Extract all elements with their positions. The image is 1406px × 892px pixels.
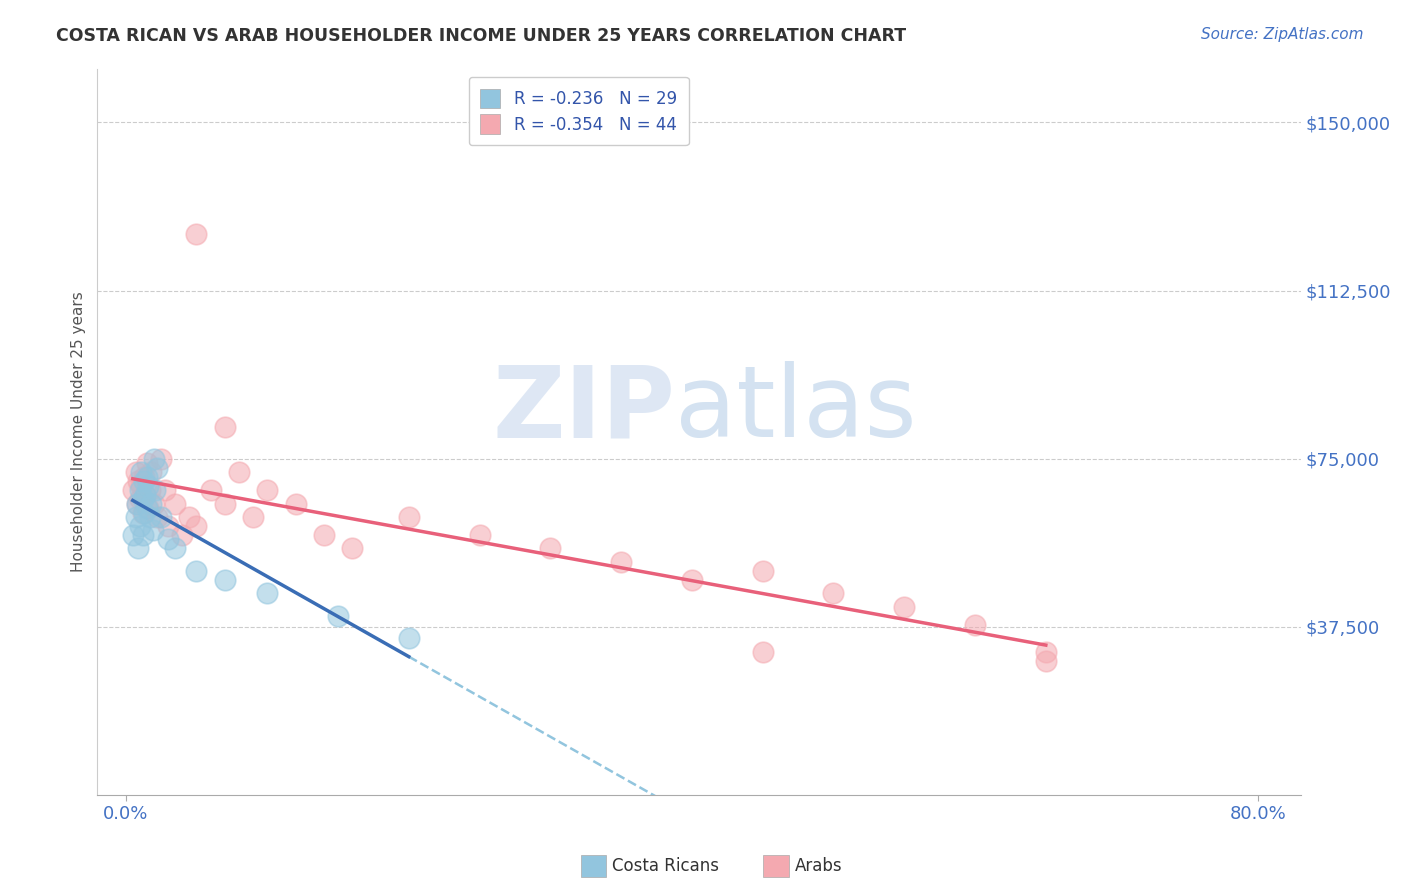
Point — [128, 483, 150, 497]
Point — [135, 456, 157, 470]
Point — [214, 497, 236, 511]
Point — [312, 528, 335, 542]
Point — [143, 497, 166, 511]
Point — [155, 483, 177, 497]
Point — [127, 474, 149, 488]
Point — [135, 469, 157, 483]
Point — [150, 451, 173, 466]
Point — [138, 510, 160, 524]
Point — [398, 631, 420, 645]
Point — [284, 497, 307, 511]
Point — [141, 465, 163, 479]
Point — [165, 541, 187, 556]
Point — [132, 506, 155, 520]
Point — [214, 420, 236, 434]
Point — [135, 501, 157, 516]
Point — [124, 465, 146, 479]
Text: Source: ZipAtlas.com: Source: ZipAtlas.com — [1201, 27, 1364, 42]
Point — [186, 564, 208, 578]
Point — [129, 478, 152, 492]
Point — [125, 497, 148, 511]
Point — [256, 586, 278, 600]
Point — [128, 519, 150, 533]
Point — [132, 469, 155, 483]
Text: Costa Ricans: Costa Ricans — [612, 857, 718, 875]
Point — [134, 487, 156, 501]
Point — [131, 491, 153, 506]
Point — [610, 555, 633, 569]
Point — [150, 510, 173, 524]
Point — [129, 465, 152, 479]
Point — [893, 599, 915, 614]
Y-axis label: Householder Income Under 25 years: Householder Income Under 25 years — [72, 292, 86, 572]
Point — [172, 528, 194, 542]
Point — [751, 644, 773, 658]
Point — [136, 501, 159, 516]
Point — [963, 617, 986, 632]
Point — [256, 483, 278, 497]
Point — [127, 541, 149, 556]
Point — [121, 528, 143, 542]
Point — [131, 528, 153, 542]
Point — [134, 487, 156, 501]
Point — [242, 510, 264, 524]
Point — [146, 460, 169, 475]
Text: atlas: atlas — [675, 361, 917, 458]
Text: COSTA RICAN VS ARAB HOUSEHOLDER INCOME UNDER 25 YEARS CORRELATION CHART: COSTA RICAN VS ARAB HOUSEHOLDER INCOME U… — [56, 27, 907, 45]
Point — [468, 528, 491, 542]
Point — [132, 474, 155, 488]
Point — [186, 519, 208, 533]
Point — [823, 586, 845, 600]
Point — [157, 519, 180, 533]
Point — [165, 497, 187, 511]
Text: Arabs: Arabs — [794, 857, 842, 875]
Point — [141, 497, 163, 511]
Point — [128, 491, 150, 506]
Point — [340, 541, 363, 556]
Point — [1035, 644, 1057, 658]
Point — [1035, 653, 1057, 667]
Point — [179, 510, 201, 524]
Point — [538, 541, 561, 556]
Point — [146, 510, 169, 524]
Point — [131, 506, 153, 520]
Point — [157, 533, 180, 547]
Point — [186, 227, 208, 242]
Legend: R = -0.236   N = 29, R = -0.354   N = 44: R = -0.236 N = 29, R = -0.354 N = 44 — [468, 77, 689, 145]
Point — [326, 608, 349, 623]
Point — [214, 573, 236, 587]
Point — [681, 573, 703, 587]
Point — [136, 478, 159, 492]
Point — [121, 483, 143, 497]
Point — [142, 524, 165, 538]
Point — [145, 483, 167, 497]
Point — [398, 510, 420, 524]
Point — [200, 483, 222, 497]
Point — [228, 465, 250, 479]
Point — [751, 564, 773, 578]
Point — [125, 497, 148, 511]
Point — [143, 451, 166, 466]
Point — [124, 510, 146, 524]
Point — [138, 483, 160, 497]
Text: ZIP: ZIP — [492, 361, 675, 458]
